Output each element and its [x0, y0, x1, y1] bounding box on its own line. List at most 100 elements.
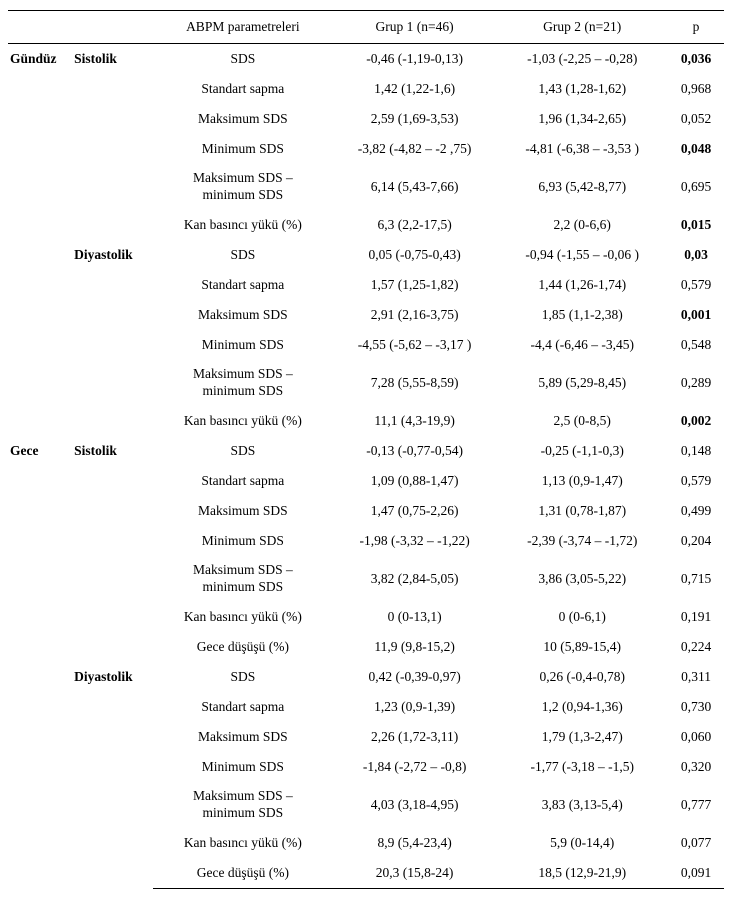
abpm-table: ABPM parametreleri Grup 1 (n=46) Grup 2 … [8, 10, 724, 889]
group2-cell: 1,43 (1,28-1,62) [496, 74, 668, 104]
group1-cell: 0,42 (-0,39-0,97) [333, 662, 496, 692]
param-cell: SDS [153, 240, 333, 270]
type-cell: Sistolik [72, 436, 153, 662]
type-cell: Diyastolik [72, 662, 153, 889]
p-value-cell: 0,002 [668, 406, 724, 436]
time-cell: Gece [8, 436, 72, 889]
group1-cell: -3,82 (-4,82 – -2 ,75) [333, 134, 496, 164]
p-value-cell: 0,204 [668, 526, 724, 556]
group2-cell: 0 (0-6,1) [496, 602, 668, 632]
group2-cell: 0,26 (-0,4-0,78) [496, 662, 668, 692]
group1-cell: 20,3 (15,8-24) [333, 858, 496, 889]
group1-cell: 6,14 (5,43-7,66) [333, 164, 496, 210]
group2-cell: 1,31 (0,78-1,87) [496, 496, 668, 526]
p-value-cell: 0,579 [668, 466, 724, 496]
p-value-cell: 0,03 [668, 240, 724, 270]
param-cell: Minimum SDS [153, 752, 333, 782]
p-value-cell: 0,048 [668, 134, 724, 164]
table-row: DiyastolikSDS0,42 (-0,39-0,97)0,26 (-0,4… [8, 662, 724, 692]
group1-cell: 1,57 (1,25-1,82) [333, 270, 496, 300]
group1-cell: 11,1 (4,3-19,9) [333, 406, 496, 436]
param-cell: Maksimum SDS –minimum SDS [153, 360, 333, 406]
group1-cell: 4,03 (3,18-4,95) [333, 782, 496, 828]
p-value-cell: 0,777 [668, 782, 724, 828]
group1-cell: -1,98 (-3,32 – -1,22) [333, 526, 496, 556]
group2-cell: 2,5 (0-8,5) [496, 406, 668, 436]
group1-cell: 8,9 (5,4-23,4) [333, 828, 496, 858]
param-cell: Standart sapma [153, 466, 333, 496]
group1-cell: 1,23 (0,9-1,39) [333, 692, 496, 722]
group2-cell: -2,39 (-3,74 – -1,72) [496, 526, 668, 556]
param-cell: Standart sapma [153, 270, 333, 300]
param-cell: Maksimum SDS [153, 104, 333, 134]
param-cell: Maksimum SDS [153, 722, 333, 752]
p-value-cell: 0,715 [668, 556, 724, 602]
group2-cell: 1,96 (1,34-2,65) [496, 104, 668, 134]
group1-cell: 1,47 (0,75-2,26) [333, 496, 496, 526]
param-cell: Maksimum SDS –minimum SDS [153, 164, 333, 210]
group2-cell: 1,44 (1,26-1,74) [496, 270, 668, 300]
p-value-cell: 0,077 [668, 828, 724, 858]
p-value-cell: 0,579 [668, 270, 724, 300]
group1-cell: 11,9 (9,8-15,2) [333, 632, 496, 662]
param-cell: SDS [153, 436, 333, 466]
p-value-cell: 0,968 [668, 74, 724, 104]
group1-cell: -1,84 (-2,72 – -0,8) [333, 752, 496, 782]
group2-cell: 3,83 (3,13-5,4) [496, 782, 668, 828]
group2-cell: -1,77 (-3,18 – -1,5) [496, 752, 668, 782]
param-cell: Gece düşüşü (%) [153, 632, 333, 662]
table-row: GeceSistolikSDS-0,13 (-0,77-0,54)-0,25 (… [8, 436, 724, 466]
table-row: DiyastolikSDS0,05 (-0,75-0,43)-0,94 (-1,… [8, 240, 724, 270]
group1-cell: 2,59 (1,69-3,53) [333, 104, 496, 134]
col-header-p: p [668, 11, 724, 44]
param-cell: Kan basıncı yükü (%) [153, 828, 333, 858]
param-cell: Kan basıncı yükü (%) [153, 210, 333, 240]
group2-cell: -0,25 (-1,1-0,3) [496, 436, 668, 466]
group2-cell: 5,89 (5,29-8,45) [496, 360, 668, 406]
param-cell: Minimum SDS [153, 134, 333, 164]
p-value-cell: 0,001 [668, 300, 724, 330]
group2-cell: -0,94 (-1,55 – -0,06 ) [496, 240, 668, 270]
group1-cell: 2,26 (1,72-3,11) [333, 722, 496, 752]
col-header-type [72, 11, 153, 44]
p-value-cell: 0,036 [668, 44, 724, 75]
group1-cell: -0,46 (-1,19-0,13) [333, 44, 496, 75]
group1-cell: -0,13 (-0,77-0,54) [333, 436, 496, 466]
table-row: GündüzSistolikSDS-0,46 (-1,19-0,13)-1,03… [8, 44, 724, 75]
group2-cell: 1,2 (0,94-1,36) [496, 692, 668, 722]
group1-cell: 1,09 (0,88-1,47) [333, 466, 496, 496]
group1-cell: 2,91 (2,16-3,75) [333, 300, 496, 330]
group2-cell: 2,2 (0-6,6) [496, 210, 668, 240]
p-value-cell: 0,695 [668, 164, 724, 210]
group2-cell: 1,85 (1,1-2,38) [496, 300, 668, 330]
param-cell: Maksimum SDS –minimum SDS [153, 782, 333, 828]
p-value-cell: 0,148 [668, 436, 724, 466]
group1-cell: 6,3 (2,2-17,5) [333, 210, 496, 240]
table-body: GündüzSistolikSDS-0,46 (-1,19-0,13)-1,03… [8, 44, 724, 889]
group2-cell: 1,13 (0,9-1,47) [496, 466, 668, 496]
col-header-param: ABPM parametreleri [153, 11, 333, 44]
group2-cell: -4,4 (-6,46 – -3,45) [496, 330, 668, 360]
group2-cell: -4,81 (-6,38 – -3,53 ) [496, 134, 668, 164]
p-value-cell: 0,224 [668, 632, 724, 662]
time-cell: Gündüz [8, 44, 72, 437]
group2-cell: 6,93 (5,42-8,77) [496, 164, 668, 210]
p-value-cell: 0,052 [668, 104, 724, 134]
table-header-row: ABPM parametreleri Grup 1 (n=46) Grup 2 … [8, 11, 724, 44]
group2-cell: 10 (5,89-15,4) [496, 632, 668, 662]
param-cell: Standart sapma [153, 74, 333, 104]
param-cell: Kan basıncı yükü (%) [153, 602, 333, 632]
group1-cell: 1,42 (1,22-1,6) [333, 74, 496, 104]
group2-cell: 1,79 (1,3-2,47) [496, 722, 668, 752]
p-value-cell: 0,015 [668, 210, 724, 240]
p-value-cell: 0,311 [668, 662, 724, 692]
group2-cell: 18,5 (12,9-21,9) [496, 858, 668, 889]
param-cell: Standart sapma [153, 692, 333, 722]
param-cell: Minimum SDS [153, 526, 333, 556]
param-cell: Minimum SDS [153, 330, 333, 360]
p-value-cell: 0,499 [668, 496, 724, 526]
group1-cell: 7,28 (5,55-8,59) [333, 360, 496, 406]
p-value-cell: 0,060 [668, 722, 724, 752]
param-cell: SDS [153, 44, 333, 75]
col-header-time [8, 11, 72, 44]
